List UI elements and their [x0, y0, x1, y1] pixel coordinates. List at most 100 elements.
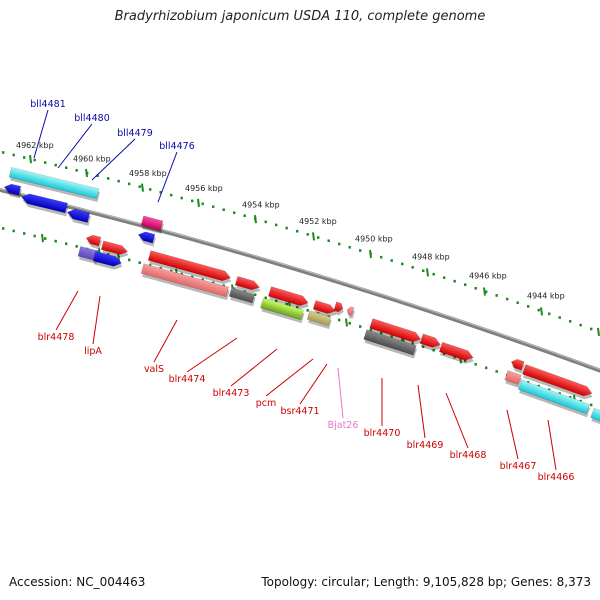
scale-dot	[201, 278, 204, 282]
scale-tick	[29, 155, 32, 164]
upper-scale-line	[2, 151, 600, 336]
scale-dot	[348, 245, 351, 249]
gene-bll4480	[21, 193, 69, 217]
scale-dot	[296, 229, 299, 233]
scale-dot	[579, 323, 582, 327]
gene-blr4470	[369, 318, 422, 346]
gene-body	[518, 379, 590, 415]
gene-label-blr4473-leader	[230, 348, 278, 387]
scale-dot	[65, 166, 68, 170]
scale-dot	[558, 316, 561, 319]
scale-dot	[527, 305, 530, 308]
gene-label-bsr4471-label: bsr4471	[280, 406, 319, 417]
kbp-label: 4958 kbp	[129, 169, 167, 178]
scale-dot	[233, 211, 236, 215]
scale-dot	[23, 156, 26, 159]
scale-dot	[411, 342, 414, 345]
scale-dot	[12, 229, 15, 233]
gene-body	[140, 215, 164, 231]
gene-bll4476	[137, 231, 156, 247]
scale-dot	[107, 177, 110, 180]
scale-dot	[306, 233, 309, 236]
scale-dot	[191, 275, 194, 279]
scale-dot	[170, 193, 173, 197]
gene-body	[268, 286, 309, 306]
gene-edge-cyan	[590, 407, 600, 426]
genome-backbone	[0, 187, 600, 373]
scale-dot	[128, 258, 131, 262]
gene-body	[260, 297, 304, 321]
scale-dot	[579, 399, 582, 403]
gene-lipA	[92, 251, 123, 270]
gene-blr4468	[438, 341, 474, 364]
scale-dot	[432, 272, 435, 276]
kbp-label: 4960 kbp	[73, 155, 111, 164]
scale-dot	[558, 392, 561, 395]
scale-dot	[485, 366, 488, 370]
scale-dot	[474, 362, 477, 366]
gene-body	[363, 329, 417, 356]
gene-label-blr4473-label: blr4473	[213, 388, 250, 399]
scale-dot	[201, 202, 204, 206]
gene-blr4474-a	[234, 276, 261, 294]
gene-body	[306, 310, 332, 326]
gene-body	[147, 250, 231, 282]
kbp-label: 4962 kbp	[16, 141, 54, 150]
gene-body	[312, 300, 336, 314]
scale-dot	[12, 153, 15, 157]
gene-label-bll4480-leader	[57, 123, 93, 169]
scale-tick	[85, 168, 88, 178]
scale-dot	[2, 151, 5, 154]
gene-label-lipA-label: lipA	[84, 346, 102, 357]
gene-label-pcm-leader	[265, 358, 314, 397]
scale-dot	[54, 163, 57, 167]
scale-dot	[212, 281, 215, 285]
gene-valS-band	[140, 263, 230, 301]
scale-dot	[422, 345, 425, 349]
scale-dot	[548, 388, 551, 392]
scale-tick	[197, 198, 200, 207]
gene-pcm	[260, 297, 305, 324]
scale-dot	[453, 355, 456, 359]
scale-tick	[483, 287, 486, 296]
gene-blr4466-band	[518, 379, 591, 418]
gene-label-Bjat26-label: Bjat26	[328, 420, 359, 431]
gene-body	[228, 287, 256, 304]
gene-bsr4471-a	[312, 300, 337, 317]
scale-dot	[327, 239, 330, 243]
scale-dot	[264, 220, 267, 224]
scale-dot	[222, 208, 225, 212]
gene-blr4473	[268, 286, 310, 310]
scale-dot	[422, 269, 425, 273]
gene-label-bll4481-leader	[33, 109, 49, 159]
scale-dot	[107, 253, 110, 256]
gene-label-blr4469-label: blr4469	[407, 440, 444, 451]
scale-dot	[54, 239, 57, 243]
scale-dot	[401, 262, 404, 266]
scale-dot	[170, 269, 173, 273]
scale-dot	[390, 335, 393, 338]
scale-dot	[264, 296, 267, 300]
scale-dot	[338, 242, 341, 246]
scale-dot	[306, 309, 309, 312]
scale-tick	[426, 268, 429, 277]
gene-label-bsr4471-leader	[299, 363, 328, 405]
scale-dot	[44, 161, 47, 164]
gene-body	[137, 231, 156, 244]
gene-body	[438, 341, 474, 361]
gene-body	[510, 358, 525, 371]
kbp-label: 4946 kbp	[469, 271, 507, 280]
scale-dot	[380, 331, 383, 335]
scale-dot	[296, 305, 299, 309]
gene-body	[85, 234, 102, 247]
scale-dot	[159, 190, 162, 194]
gene-small-red-a	[85, 234, 102, 250]
gene-body	[522, 364, 593, 397]
scale-tick	[141, 183, 144, 192]
scale-dot	[138, 185, 141, 188]
gene-blr4467	[504, 370, 522, 388]
gene-blr4466	[522, 364, 593, 400]
scale-dot	[527, 381, 530, 384]
scale-dot	[317, 236, 320, 239]
